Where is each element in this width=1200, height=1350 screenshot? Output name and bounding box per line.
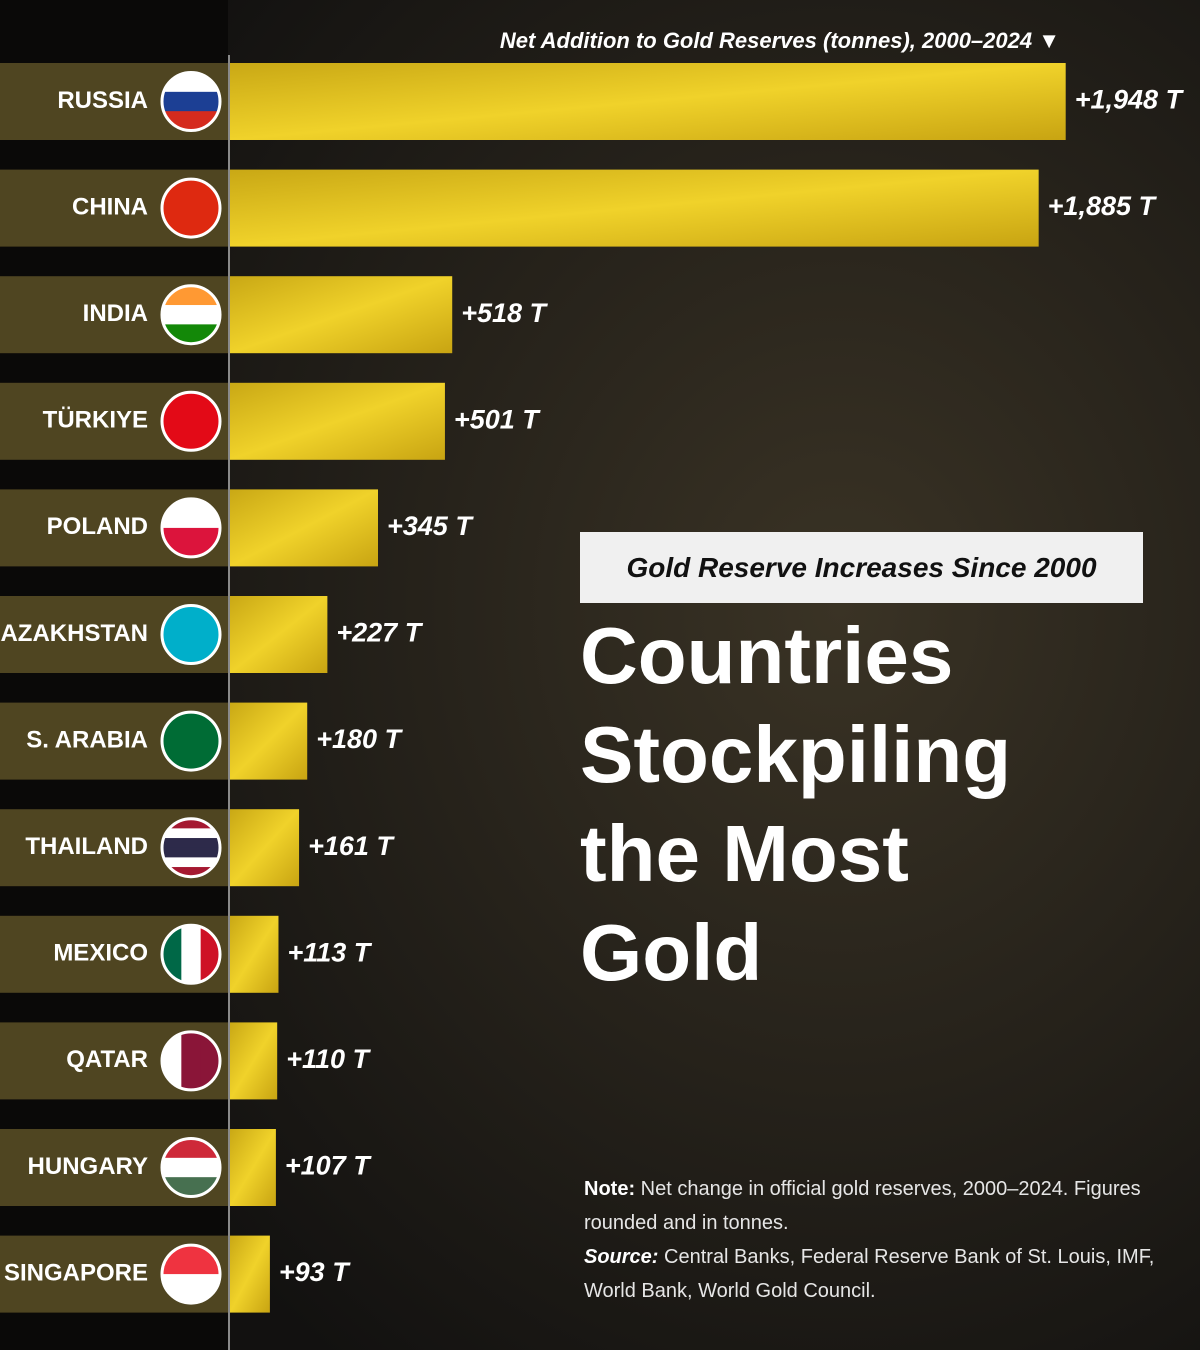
value-label: +110 T [286, 1044, 371, 1074]
value-label: +113 T [287, 937, 372, 967]
flag-border [160, 497, 222, 559]
flag-border [160, 710, 222, 772]
flag-stripe [162, 828, 220, 839]
flag [162, 818, 220, 877]
flag-stripe [162, 1157, 220, 1178]
category-label: S. ARABIA [26, 726, 148, 753]
flag-border [160, 71, 222, 132]
bar [230, 1022, 278, 1100]
category-label: KAZAKHSTAN [0, 620, 148, 647]
flag-border [160, 177, 222, 239]
flag [162, 712, 220, 771]
bar [230, 596, 328, 673]
value-label: +93 T [279, 1257, 351, 1287]
flag-border [160, 284, 222, 346]
flag [162, 179, 220, 238]
bar [230, 1129, 276, 1206]
flag-border [160, 1137, 222, 1198]
flag-stripe [162, 712, 220, 771]
flag-border [160, 1030, 222, 1092]
category-label: RUSSIA [57, 87, 148, 114]
title: Countries Stockpiling the Most Gold [580, 611, 1012, 997]
flag-stripe [162, 605, 220, 664]
flag-stripe [162, 818, 220, 829]
bar [230, 1235, 270, 1313]
flag-stripe [181, 1031, 202, 1090]
bar [230, 809, 300, 887]
source-label: Source: [584, 1246, 659, 1268]
category-label: SINGAPORE [4, 1259, 148, 1286]
note: Note: Net change in official gold reserv… [584, 1172, 1164, 1308]
subtitle: Gold Reserve Increases Since 2000 [580, 532, 1143, 603]
bar [230, 276, 453, 354]
value-label: +161 T [308, 831, 395, 861]
flag-stripe [162, 91, 220, 112]
value-label: +345 T [387, 511, 474, 541]
bar [230, 63, 1066, 140]
value-label: +107 T [285, 1151, 372, 1181]
category-label: THAILAND [25, 833, 148, 860]
flag [162, 605, 220, 664]
category-label: QATAR [66, 1046, 148, 1073]
category-label: HUNGARY [28, 1153, 148, 1180]
category-label: POLAND [47, 513, 148, 540]
bar [230, 169, 1039, 247]
flag-stripe [162, 838, 220, 849]
flag-border [160, 1243, 222, 1305]
flag-stripe [162, 392, 220, 451]
value-label: +518 T [461, 298, 548, 328]
flag-stripe [162, 867, 220, 877]
flag-stripe [162, 857, 220, 868]
flag-stripe [162, 305, 220, 325]
flag-border [160, 604, 222, 665]
value-label: +1,948 T [1075, 85, 1185, 115]
value-label: +501 T [454, 404, 541, 434]
value-label: +227 T [336, 618, 423, 648]
category-label: CHINA [72, 193, 148, 220]
flag-stripe [181, 925, 202, 984]
value-label: +180 T [316, 724, 403, 754]
flag-border [160, 390, 222, 452]
bar [230, 382, 445, 460]
source-text: Central Banks, Federal Reserve Bank of S… [584, 1246, 1155, 1302]
flag-border [160, 817, 222, 879]
note-text: Net change in official gold reserves, 20… [584, 1178, 1141, 1234]
axis-label: Net Addition to Gold Reserves (tonnes), … [500, 28, 1060, 53]
value-label: +1,885 T [1048, 191, 1158, 221]
flag-border [160, 923, 222, 985]
category-label: INDIA [83, 300, 148, 327]
bar [230, 915, 279, 993]
bar [230, 702, 308, 780]
flag-stripe [162, 179, 220, 238]
category-label: TÜRKIYE [43, 407, 148, 434]
flag [162, 1138, 220, 1197]
note-label: Note: [584, 1178, 636, 1200]
category-label: MEXICO [53, 940, 148, 967]
bar [230, 489, 379, 567]
flag [162, 392, 220, 451]
flag-stripe [162, 847, 220, 858]
